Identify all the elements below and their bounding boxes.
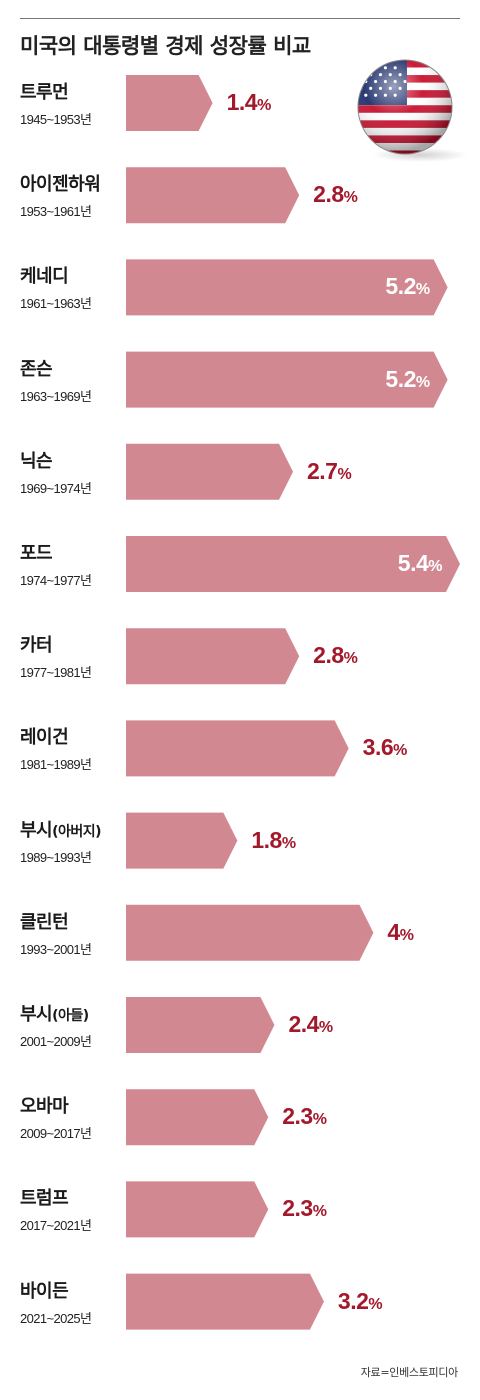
value-label: 3.2% bbox=[337, 1287, 383, 1314]
value-unit: % bbox=[368, 1295, 383, 1313]
value-number: 5.2 bbox=[385, 273, 416, 300]
term-period: 1981~1989년 bbox=[20, 757, 92, 773]
value-unit: % bbox=[343, 650, 358, 668]
value-unit: % bbox=[312, 1203, 327, 1221]
president-name: 레이건 bbox=[20, 727, 69, 749]
term-period: 1974~1977년 bbox=[20, 573, 92, 588]
value-label: 2.4% bbox=[288, 1011, 333, 1037]
president-name: 트럼프 bbox=[20, 1188, 69, 1210]
value-unit: % bbox=[337, 465, 352, 483]
value-unit: % bbox=[393, 742, 407, 760]
president-name: 케네디 bbox=[20, 266, 69, 288]
value-number: 1.4 bbox=[226, 89, 258, 115]
value-label: 2.3% bbox=[282, 1103, 327, 1130]
value-number: 2.3 bbox=[282, 1195, 313, 1222]
term-period: 1963~1969년 bbox=[20, 388, 92, 404]
value-label: 2.8% bbox=[313, 642, 358, 669]
value-label: 1.8% bbox=[251, 826, 296, 853]
value-label: 5.2% bbox=[385, 273, 430, 300]
president-name: 닉슨 bbox=[20, 450, 53, 472]
value-unit: % bbox=[428, 558, 442, 575]
bar bbox=[126, 997, 275, 1053]
value-unit: % bbox=[415, 281, 430, 299]
bar bbox=[126, 1089, 269, 1146]
term-period: 1969~1974년 bbox=[20, 480, 92, 496]
term-period: 1961~1963년 bbox=[20, 296, 92, 312]
term-period: 1993~2001년 bbox=[20, 941, 92, 957]
value-number: 2.7 bbox=[307, 457, 338, 484]
president-name: 부시(아들) bbox=[20, 1004, 89, 1025]
value-number: 2.8 bbox=[313, 642, 344, 669]
chart-title: 미국의 대통령별 경제 성장률 비교 bbox=[20, 34, 311, 58]
president-name: 존슨 bbox=[20, 358, 53, 380]
value-number: 2.3 bbox=[282, 1103, 313, 1130]
value-number: 5.4 bbox=[397, 550, 429, 576]
president-name: 아이젠하워 bbox=[20, 174, 101, 196]
president-name: 카터 bbox=[20, 635, 53, 657]
president-name: 바이든 bbox=[20, 1280, 69, 1302]
bar bbox=[126, 443, 293, 500]
value-number: 3.6 bbox=[362, 734, 394, 761]
term-period: 2001~2009년 bbox=[20, 1034, 92, 1049]
value-unit: % bbox=[281, 834, 296, 852]
value-number: 5.2 bbox=[385, 365, 416, 392]
president-name: 부시(아버지) bbox=[20, 819, 102, 841]
bar bbox=[126, 167, 300, 224]
bar bbox=[126, 259, 448, 316]
value-unit: % bbox=[257, 97, 271, 114]
value-label: 4% bbox=[387, 918, 414, 945]
term-period: 1989~1993년 bbox=[20, 849, 92, 865]
bar bbox=[126, 904, 374, 961]
president-name: 오바마 bbox=[20, 1096, 69, 1118]
value-unit: % bbox=[399, 926, 414, 944]
value-number: 3.2 bbox=[337, 1287, 369, 1314]
value-label: 1.4% bbox=[226, 89, 272, 115]
term-period: 2017~2021년 bbox=[20, 1218, 92, 1234]
bar bbox=[126, 351, 448, 408]
value-label: 2.3% bbox=[282, 1195, 327, 1222]
value-unit: % bbox=[415, 373, 430, 391]
bar bbox=[126, 720, 349, 777]
bar bbox=[126, 812, 238, 869]
president-name: 트루먼 bbox=[20, 82, 69, 103]
value-label: 3.6% bbox=[362, 734, 408, 761]
president-name: 포드 bbox=[20, 543, 53, 564]
us-flag-icon bbox=[357, 59, 453, 155]
term-period: 1945~1953년 bbox=[20, 112, 92, 127]
value-label: 5.4% bbox=[397, 550, 443, 576]
term-period: 1977~1981년 bbox=[20, 665, 92, 681]
bar bbox=[126, 628, 300, 685]
value-label: 2.7% bbox=[307, 457, 352, 484]
term-period: 2009~2017년 bbox=[20, 1126, 92, 1142]
value-label: 5.2% bbox=[385, 365, 430, 392]
president-name: 클린턴 bbox=[20, 911, 69, 933]
value-label: 2.8% bbox=[313, 181, 358, 208]
value-number: 4 bbox=[387, 918, 400, 945]
bar bbox=[126, 1181, 269, 1238]
top-rule bbox=[20, 18, 460, 19]
bar bbox=[126, 1273, 324, 1330]
value-number: 1.8 bbox=[251, 826, 282, 853]
value-number: 2.4 bbox=[288, 1011, 319, 1037]
value-unit: % bbox=[343, 189, 358, 207]
term-period: 1953~1961년 bbox=[20, 204, 92, 220]
bar bbox=[126, 536, 460, 592]
source-note: 자료=인베스토피디아 bbox=[360, 1366, 459, 1379]
bar bbox=[126, 75, 213, 131]
value-unit: % bbox=[318, 1019, 333, 1036]
value-number: 2.8 bbox=[313, 181, 344, 208]
value-unit: % bbox=[312, 1111, 327, 1129]
term-period: 2021~2025년 bbox=[20, 1310, 92, 1326]
